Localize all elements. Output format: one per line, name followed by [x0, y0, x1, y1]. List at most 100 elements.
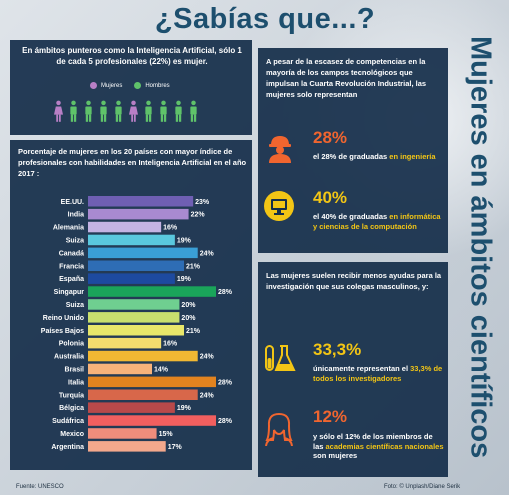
- category-label: Australia: [54, 354, 84, 361]
- academies-desc-text: y sólo el 12% de los miembros de las: [313, 432, 433, 451]
- ai-stat-text: En ámbitos punteros como la Inteligencia…: [22, 46, 242, 66]
- photo-credit: Foto: © Unplash/Diane Serik: [384, 484, 461, 490]
- value-label: 28%: [218, 379, 233, 386]
- chart-title: Porcentaje de mujeres en los 20 países c…: [18, 147, 247, 178]
- chart-panel: Porcentaje de mujeres en los 20 países c…: [10, 140, 252, 470]
- man-figure-icon: [190, 100, 197, 122]
- bar: [88, 376, 216, 388]
- value-label: 22%: [191, 212, 206, 219]
- bar: [88, 260, 184, 271]
- value-label: 14%: [154, 366, 169, 373]
- bar: [88, 221, 162, 233]
- value-label: 28%: [218, 418, 233, 425]
- computing-pct: 40%: [313, 188, 348, 207]
- category-label: Países Bajos: [41, 328, 84, 335]
- man-figure-icon: [145, 100, 152, 122]
- bar: [88, 337, 162, 349]
- legend-item-men: Hombres: [134, 82, 170, 89]
- category-label: India: [68, 212, 84, 219]
- academies-desc-highlight: academias científicas nacionales: [325, 441, 444, 451]
- legend-swatch-women: [90, 82, 97, 89]
- legend-item-women: Mujeres: [90, 82, 122, 89]
- side-title: Mujeres en ámbitos científicos: [464, 35, 497, 459]
- ai-stat-panel: En ámbitos punteros como la Inteligencia…: [10, 40, 252, 135]
- bar-chart: EE.UU. 23% India 22% Alemania 16% Suiza 19% Cana…: [41, 196, 233, 452]
- woman-icon: [265, 412, 293, 446]
- researchers-desc-text: únicamente representan el: [313, 364, 411, 373]
- engineer-icon: [269, 136, 291, 163]
- man-figure-icon: [70, 100, 77, 122]
- researchers-pct: 33,3%: [313, 340, 362, 359]
- academies-pct: 12%: [313, 407, 348, 426]
- man-figure-icon: [100, 100, 107, 122]
- category-label: Bélgica: [59, 405, 84, 412]
- researchers-desc: únicamente representan el 33,3% de todos…: [313, 364, 445, 383]
- category-label: Polonia: [59, 341, 84, 348]
- bar: [88, 208, 189, 220]
- woman-figure-icon: [129, 100, 138, 122]
- bar: [88, 441, 166, 452]
- tech-fields-panel: A pesar de la escasez de competencias en…: [258, 48, 448, 253]
- man-figure-icon: [160, 100, 167, 122]
- category-label: Francia: [59, 263, 84, 270]
- tech-intro-text: A pesar de la escasez de competencias en…: [266, 57, 427, 99]
- man-figure-icon: [85, 100, 92, 122]
- legend-swatch-men: [134, 82, 142, 89]
- value-label: 16%: [163, 225, 178, 232]
- engineering-pct: 28%: [313, 128, 348, 147]
- category-label: Argentina: [51, 444, 84, 451]
- value-label: 19%: [177, 405, 192, 412]
- category-label: España: [59, 276, 84, 283]
- researchers-desc-highlight: 33,3% de todos los investigadores: [313, 364, 443, 383]
- category-label: Suiza: [66, 302, 84, 309]
- gender-legend: Mujeres Hombres: [90, 82, 170, 89]
- bar: [88, 363, 152, 375]
- bar: [88, 234, 175, 246]
- academies-desc: y sólo el 12% de los miembros de las aca…: [313, 432, 445, 461]
- value-label: 21%: [186, 328, 201, 335]
- value-label: 20%: [181, 302, 196, 309]
- research-intro-text: Las mujeres suelen recibir menos ayudas …: [266, 271, 442, 291]
- source-credit: Fuente: UNESCO: [16, 484, 64, 490]
- category-label: Mexico: [60, 431, 84, 438]
- legend-label-men: Hombres: [145, 82, 170, 89]
- engineering-desc: el 28% de graduadas en ingeniería: [313, 152, 443, 162]
- flask-icon: [265, 345, 296, 371]
- value-label: 19%: [177, 237, 192, 244]
- computing-desc-text: el 40% de graduadas: [313, 212, 390, 221]
- value-label: 24%: [200, 250, 215, 257]
- computing-desc: el 40% de graduadas en informática y cie…: [313, 212, 443, 231]
- category-label: Turquía: [59, 392, 84, 399]
- computer-icon: [264, 191, 294, 221]
- value-label: 15%: [159, 431, 174, 438]
- value-label: 28%: [218, 289, 233, 296]
- bar: [88, 273, 175, 284]
- value-label: 21%: [186, 263, 201, 270]
- engineering-desc-highlight: en ingeniería: [389, 152, 436, 161]
- engineering-desc-text: el 28% de graduadas: [313, 152, 390, 161]
- bar: [88, 299, 180, 310]
- bar: [88, 247, 198, 259]
- category-label: Reino Unido: [43, 315, 84, 322]
- academies-desc-tail: son mujeres: [313, 451, 358, 460]
- research-panel: Las mujeres suelen recibir menos ayudas …: [258, 262, 448, 477]
- computing-desc-highlight: en informática y ciencias de la computac…: [313, 212, 441, 231]
- category-label: Italia: [68, 379, 84, 386]
- bar: [88, 389, 198, 400]
- bar: [88, 325, 184, 336]
- category-label: Suiza: [66, 237, 84, 244]
- woman-figure-icon: [54, 100, 63, 122]
- value-label: 24%: [200, 354, 215, 361]
- value-label: 23%: [195, 199, 210, 206]
- category-label: Brasil: [65, 366, 85, 373]
- category-label: Sudáfrica: [52, 418, 84, 425]
- value-label: 17%: [168, 444, 183, 451]
- legend-label-women: Mujeres: [101, 82, 123, 89]
- value-label: 16%: [163, 341, 178, 348]
- bar: [88, 196, 194, 207]
- bar: [88, 350, 198, 362]
- bar: [88, 428, 157, 439]
- value-label: 20%: [181, 315, 196, 322]
- bar: [88, 402, 175, 413]
- category-label: Canadá: [59, 250, 84, 257]
